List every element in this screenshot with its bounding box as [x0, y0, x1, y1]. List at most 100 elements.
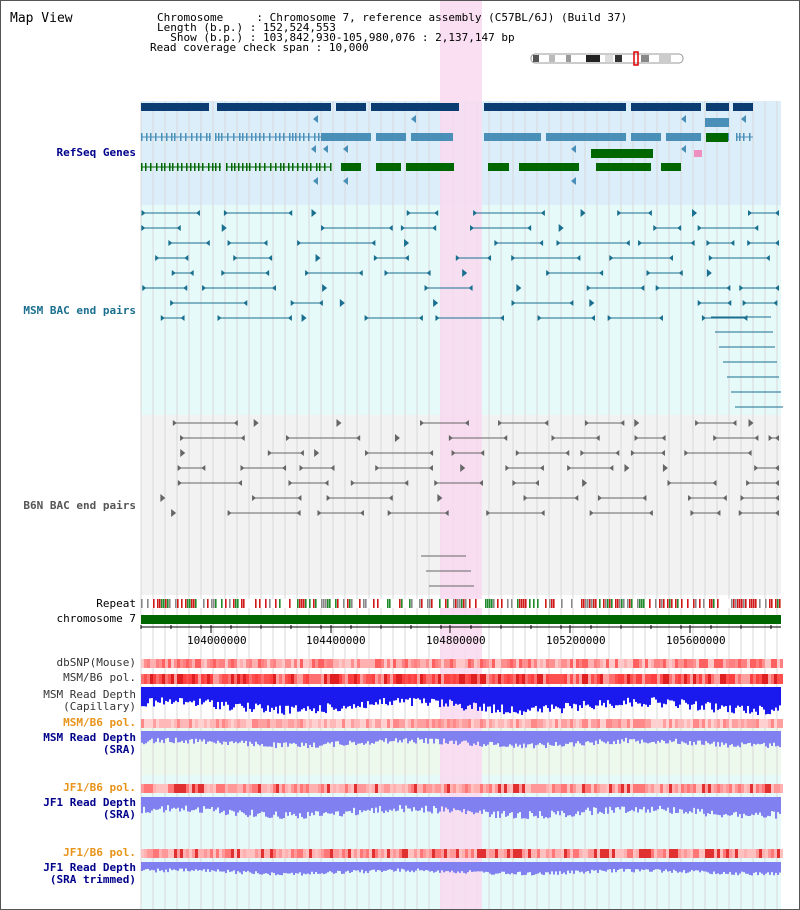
depth-bar — [707, 797, 709, 814]
bac-end — [387, 510, 392, 516]
repeat-mark — [431, 599, 433, 608]
heat-cell — [711, 849, 714, 858]
heat-cell — [600, 849, 603, 858]
depth-bar — [779, 797, 781, 814]
heat-cell — [429, 719, 432, 728]
depth-bar — [585, 731, 587, 742]
bac-end — [544, 420, 549, 426]
heat-cell — [144, 674, 147, 684]
heat-cell — [729, 849, 732, 858]
heat-cell — [456, 659, 459, 668]
heat-cell — [744, 849, 747, 858]
jf1-trim-label: JF1 Read Depth — [43, 861, 136, 874]
depth-bar — [457, 797, 459, 811]
heat-cell — [174, 719, 177, 728]
bac-end — [373, 255, 378, 261]
heat-cell — [558, 674, 561, 684]
depth-bar — [699, 862, 701, 873]
repeat-mark — [373, 599, 375, 608]
depth-bar — [209, 731, 211, 742]
depth-bar — [659, 687, 661, 703]
depth-bar — [173, 731, 175, 744]
heat-cell — [291, 674, 294, 684]
repeat-mark — [351, 599, 353, 608]
exon — [259, 163, 261, 171]
heat-cell — [258, 849, 261, 858]
repeat-mark — [185, 599, 187, 608]
depth-bar — [679, 862, 681, 872]
bac-end — [311, 209, 317, 217]
heat-cell — [222, 659, 225, 668]
depth-bar — [147, 797, 149, 813]
depth-bar — [767, 687, 769, 714]
depth-bar — [331, 862, 333, 873]
depth-bar — [673, 687, 675, 702]
depth-bar — [723, 731, 725, 745]
depth-bar — [685, 862, 687, 874]
repeat-mark — [159, 599, 161, 608]
depth-bar — [471, 797, 473, 813]
heat-cell — [558, 849, 561, 858]
bac-end — [590, 315, 595, 321]
exon — [202, 163, 204, 171]
heat-cell — [585, 719, 588, 728]
depth-bar — [647, 687, 649, 707]
depth-bar — [171, 797, 173, 809]
depth-bar — [647, 797, 649, 810]
depth-bar — [431, 862, 433, 872]
depth-bar — [261, 687, 263, 709]
depth-bar — [187, 687, 189, 703]
heat-cell — [711, 674, 714, 684]
depth-bar — [683, 731, 685, 743]
depth-bar — [517, 862, 519, 873]
heat-cell — [717, 849, 720, 858]
depth-bar — [603, 731, 605, 743]
depth-bar — [267, 797, 269, 818]
depth-bar — [179, 687, 181, 699]
depth-bar — [507, 797, 509, 816]
depth-bar — [697, 731, 699, 741]
depth-bar — [229, 731, 231, 742]
depth-bar — [421, 797, 423, 808]
heat-cell — [324, 784, 327, 793]
depth-bar — [253, 862, 255, 875]
depth-bar — [297, 687, 299, 712]
exon — [736, 133, 738, 141]
bac-end — [317, 510, 322, 516]
depth-bar — [661, 797, 663, 809]
depth-bar — [261, 731, 263, 745]
depth-bar — [389, 862, 391, 870]
depth-bar — [487, 731, 489, 745]
heat-cell — [528, 784, 531, 793]
heat-cell — [534, 719, 537, 728]
exon — [308, 133, 310, 141]
repeat-mark — [347, 599, 349, 608]
depth-bar — [663, 797, 665, 810]
heat-cell — [216, 659, 219, 668]
heat-cell — [285, 719, 288, 728]
heat-cell — [312, 849, 315, 858]
repeat-mark — [365, 599, 367, 608]
heat-cell — [357, 659, 360, 668]
heat-cell — [636, 659, 639, 668]
depth-bar — [219, 731, 221, 743]
heat-cell — [396, 659, 399, 668]
heat-cell — [447, 659, 450, 668]
depth-bar — [149, 862, 151, 871]
heat-cell — [246, 659, 249, 668]
repeat-mark — [167, 599, 169, 608]
heat-cell — [489, 719, 492, 728]
repeat-mark — [639, 599, 641, 608]
depth-bar — [195, 797, 197, 810]
heat-cell — [531, 849, 534, 858]
heat-cell — [465, 659, 468, 668]
heat-cell — [645, 849, 648, 858]
heat-cell — [348, 784, 351, 793]
heat-cell — [546, 849, 549, 858]
repeat-mark — [259, 599, 261, 608]
heat-cell — [627, 659, 630, 668]
repeat-mark — [571, 599, 573, 608]
depth-bar — [495, 731, 497, 745]
depth-bar — [273, 731, 275, 743]
